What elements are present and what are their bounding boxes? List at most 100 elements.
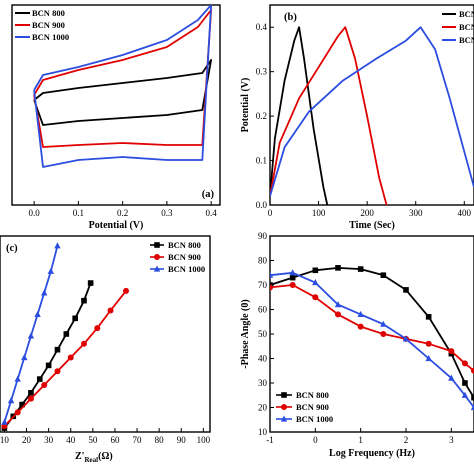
panel-label: (a) — [202, 189, 215, 200]
data-point — [380, 272, 387, 278]
x-axis-label: Potential (V) — [89, 220, 144, 231]
series-line — [270, 284, 474, 372]
series-group — [270, 26, 474, 205]
data-point — [21, 354, 28, 361]
x-tick-label: 3 — [449, 435, 454, 445]
x-axis-label: Z'Real(Ω) — [75, 451, 113, 464]
series-group — [1, 242, 129, 431]
y-tick-label: 30 — [258, 378, 268, 388]
y-tick-label: 50 — [258, 329, 268, 339]
data-point — [7, 397, 15, 404]
data-point — [335, 265, 341, 271]
data-point — [54, 242, 61, 249]
plot-frame — [11, 4, 221, 206]
series-line — [33, 59, 213, 126]
data-point — [334, 301, 342, 308]
y-axis-label: Potential (V) — [240, 78, 251, 133]
legend-label: BCN 900 — [168, 252, 201, 262]
legend-label: BCN 1000 — [296, 414, 333, 424]
data-point — [462, 380, 468, 386]
data-point — [448, 348, 455, 355]
data-point — [289, 269, 296, 276]
data-point — [45, 362, 52, 369]
data-point — [1, 418, 8, 425]
data-point — [63, 331, 70, 337]
series-group — [33, 5, 213, 168]
data-point — [14, 375, 21, 382]
x-tick-label: 1 — [358, 435, 363, 445]
x-tick-label: 100 — [197, 435, 211, 445]
x-tick-label: 0.0 — [29, 208, 41, 218]
data-point — [289, 282, 296, 288]
data-point — [357, 266, 364, 272]
series-line — [33, 5, 213, 168]
legend-label: BCN 900 — [32, 20, 65, 30]
legend-label: BCN 800 — [32, 8, 65, 18]
data-point — [312, 279, 319, 286]
y-tick-label: 0.2 — [256, 111, 267, 121]
data-point — [270, 271, 274, 278]
x-tick-label: 90 — [177, 435, 187, 445]
x-tick-label: 60 — [110, 435, 120, 445]
data-point — [54, 346, 61, 353]
legend-label: BCN 1000 — [168, 264, 205, 274]
legend-label: BCN — [459, 35, 474, 45]
y-tick-label: 0.1 — [256, 156, 267, 166]
legend-marker — [281, 392, 287, 398]
data-point — [34, 310, 41, 317]
data-point — [312, 267, 319, 274]
series-line — [3, 282, 92, 429]
data-point — [19, 401, 25, 408]
data-point — [36, 376, 43, 382]
x-tick-label: 0.1 — [73, 208, 84, 218]
x-tick-label: 30 — [44, 435, 54, 445]
plot-frame — [269, 4, 474, 206]
x-tick-label: 0.4 — [206, 208, 218, 218]
data-point — [425, 340, 432, 347]
y-axis-label: -Phase Angle (0) — [240, 299, 251, 368]
x-axis-label: Time (Sec) — [349, 220, 395, 231]
x-tick-label: 0.3 — [161, 208, 173, 218]
x-tick-label: 200 — [360, 208, 374, 218]
x-tick-label: 0 — [268, 208, 273, 218]
y-tick-label: 0.3 — [256, 67, 268, 77]
x-axis-label-unit: (Ω) — [98, 451, 113, 462]
data-point — [448, 374, 455, 381]
data-point — [312, 294, 319, 301]
data-point — [72, 315, 78, 322]
x-tick-label: 300 — [409, 208, 423, 218]
series-line — [3, 290, 127, 427]
chart-panel-0: 0.0 0.1 0.2 0.3 0.4 BCN 800 BCN 900 BCN 1000 (a)… — [11, 4, 221, 231]
legend-label: BCN 800 — [168, 240, 201, 250]
data-point — [28, 390, 34, 396]
legend-marker — [280, 415, 288, 422]
data-point — [403, 287, 409, 293]
data-point — [41, 289, 48, 296]
data-point — [123, 287, 129, 294]
data-point — [471, 367, 474, 374]
legend-label: BCN 1000 — [32, 32, 69, 42]
series-line — [270, 26, 388, 205]
y-tick-label: 10 — [258, 427, 268, 437]
data-point — [27, 395, 34, 402]
data-point — [380, 331, 387, 337]
data-point — [470, 404, 474, 411]
x-axis-label: Log Frequency (Hz) — [329, 448, 415, 459]
x-axis-label-sub: Real — [84, 456, 98, 464]
series-group — [270, 265, 474, 411]
x-tick-label: 100 — [312, 208, 326, 218]
data-point — [461, 391, 469, 398]
data-point — [67, 354, 74, 361]
data-point — [380, 320, 387, 327]
data-point — [357, 323, 364, 330]
data-point — [54, 368, 61, 375]
x-tick-label: 70 — [133, 435, 143, 445]
data-point — [270, 284, 273, 291]
x-tick-label: 80 — [155, 435, 165, 445]
data-point — [335, 311, 341, 318]
data-point — [81, 340, 87, 347]
panel-label: (b) — [284, 12, 297, 23]
data-point — [14, 409, 21, 416]
data-point — [107, 307, 114, 314]
